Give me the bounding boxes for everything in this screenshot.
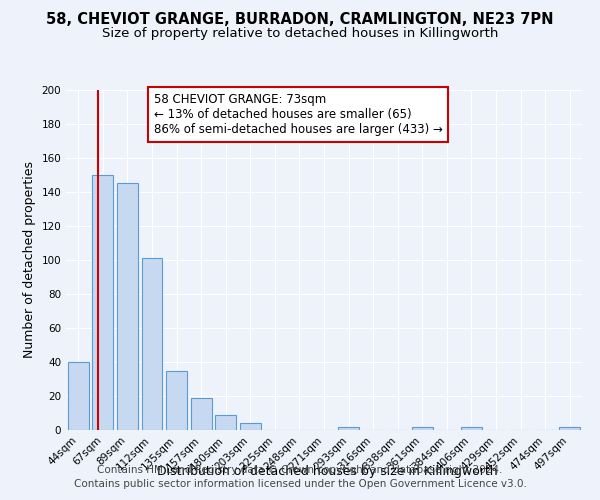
Text: 58 CHEVIOT GRANGE: 73sqm
← 13% of detached houses are smaller (65)
86% of semi-d: 58 CHEVIOT GRANGE: 73sqm ← 13% of detach… xyxy=(154,94,443,136)
Bar xyxy=(166,370,187,430)
Bar xyxy=(215,414,236,430)
Bar xyxy=(240,423,261,430)
Bar xyxy=(412,426,433,430)
Bar xyxy=(559,426,580,430)
Text: Contains HM Land Registry data © Crown copyright and database right 2024.
Contai: Contains HM Land Registry data © Crown c… xyxy=(74,465,526,489)
Text: Distribution of detached houses by size in Killingworth: Distribution of detached houses by size … xyxy=(157,464,497,477)
Bar xyxy=(68,362,89,430)
Bar xyxy=(117,184,138,430)
Text: Size of property relative to detached houses in Killingworth: Size of property relative to detached ho… xyxy=(102,28,498,40)
Text: 58, CHEVIOT GRANGE, BURRADON, CRAMLINGTON, NE23 7PN: 58, CHEVIOT GRANGE, BURRADON, CRAMLINGTO… xyxy=(46,12,554,28)
Bar xyxy=(191,398,212,430)
Bar xyxy=(338,426,359,430)
Y-axis label: Number of detached properties: Number of detached properties xyxy=(23,162,36,358)
Bar xyxy=(461,426,482,430)
Bar xyxy=(142,258,163,430)
Bar xyxy=(92,175,113,430)
